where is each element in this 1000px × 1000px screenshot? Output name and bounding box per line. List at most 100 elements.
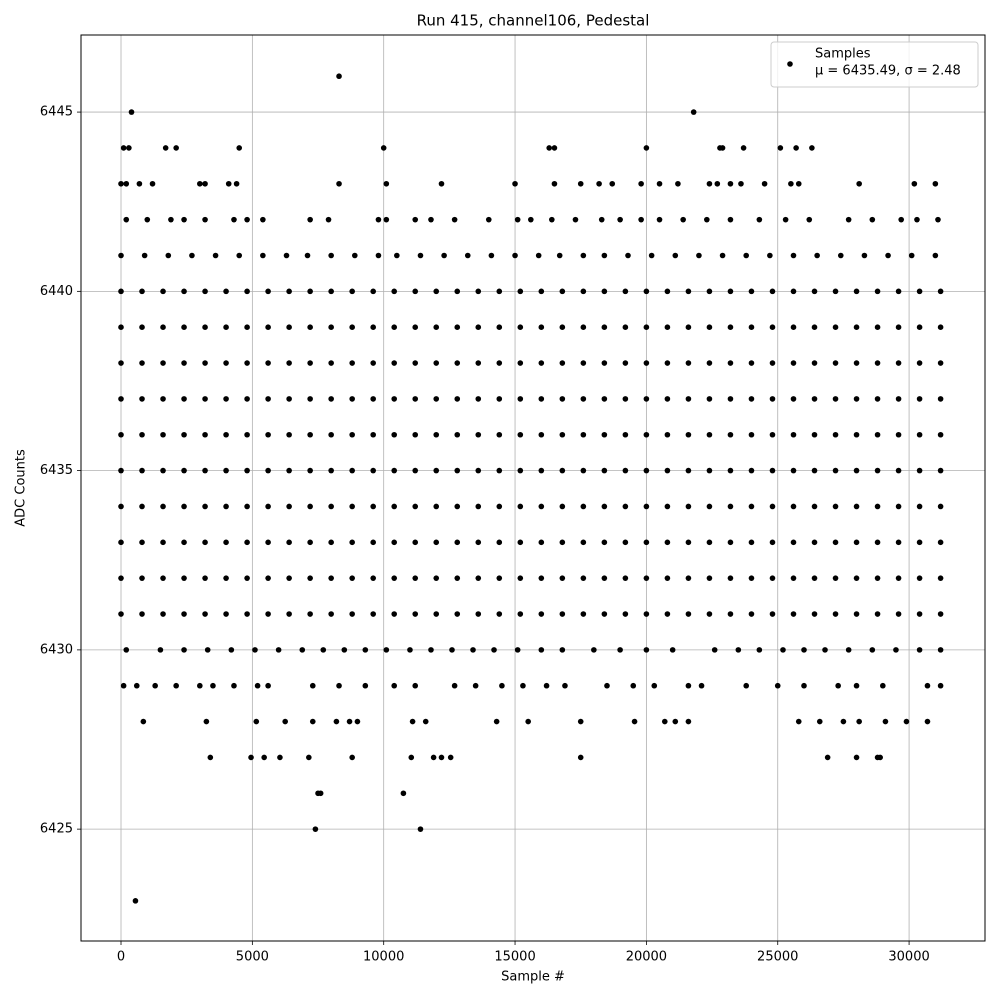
point [412,288,419,295]
point [672,718,679,725]
point [433,575,440,581]
point [433,503,440,510]
point [491,647,497,653]
point [580,324,587,331]
point [795,180,802,187]
point [538,539,545,546]
point [307,216,313,223]
point [895,324,902,331]
point [832,396,839,402]
point [690,109,697,115]
point [202,180,208,187]
point [118,396,124,402]
point [638,180,644,187]
point [349,539,355,546]
point [499,682,505,689]
point [538,467,545,474]
point [916,467,923,474]
point [638,216,644,223]
point [622,503,629,510]
point [727,180,734,187]
point [790,396,797,402]
point [328,324,334,331]
point [822,647,828,653]
point [349,467,355,474]
point [409,718,416,725]
point [412,216,419,223]
point [202,216,208,223]
point [485,216,492,223]
point [685,718,692,725]
point [517,431,524,438]
point [916,647,923,653]
point [622,611,629,617]
point [160,396,166,402]
point [932,180,939,187]
point [935,216,941,223]
point [312,826,319,832]
point [706,360,713,366]
point [769,467,776,474]
point [685,503,692,510]
point [254,682,261,689]
point [139,575,145,581]
point [325,216,332,223]
point [370,575,376,581]
point [790,539,797,546]
point [937,431,944,438]
point [349,288,355,295]
point [307,360,313,366]
point [370,611,376,617]
point [845,647,852,653]
point [769,611,776,617]
point [769,503,776,510]
point [309,718,316,725]
point [370,396,376,402]
point [317,790,324,797]
point [538,503,545,510]
point [202,575,208,581]
point [622,431,629,438]
point [793,145,799,151]
point [559,431,566,438]
point [790,611,797,617]
point [412,396,419,402]
point [656,180,663,187]
point [236,252,243,259]
point [769,288,776,295]
point [856,718,862,725]
point [118,575,124,581]
point [643,396,650,402]
point [265,288,271,295]
point [120,145,127,151]
point [937,682,944,689]
point [212,252,219,259]
point [538,324,545,331]
point [811,431,818,438]
point [601,324,608,331]
point [244,324,250,331]
point [306,754,312,761]
point [780,647,786,653]
point [128,109,135,115]
point [244,503,250,510]
point [685,539,692,546]
point [727,611,734,617]
point [433,324,440,331]
point [727,539,734,546]
point [727,396,734,402]
point [307,396,313,402]
point [391,539,398,546]
point [525,718,531,725]
point [231,682,237,689]
point [336,180,342,187]
point [696,252,702,259]
point [165,252,172,259]
point [370,324,376,331]
point [286,431,292,438]
point [412,324,419,331]
point [528,216,534,223]
point [496,467,503,474]
point [680,216,686,223]
